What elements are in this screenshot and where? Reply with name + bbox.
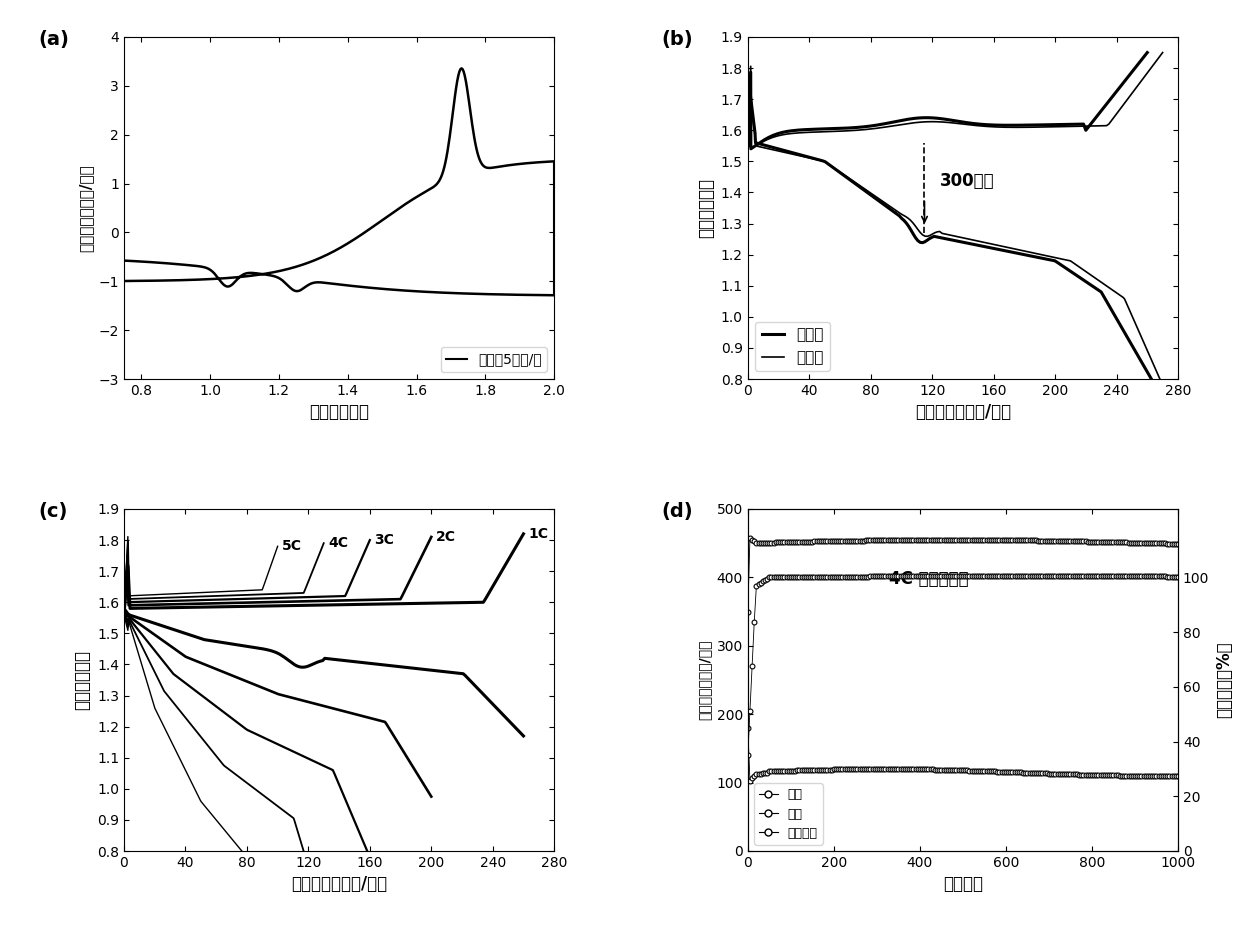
Text: 300毫伏: 300毫伏 [940,172,994,191]
X-axis label: 电位（伏特）: 电位（伏特） [309,403,370,422]
Text: 3C: 3C [374,533,394,547]
Y-axis label: 库伦效率（%）: 库伦效率（%） [1215,642,1233,719]
Y-axis label: 电压（伏特）: 电压（伏特） [73,650,92,710]
Text: (a): (a) [38,31,69,49]
Legend: 第一圈, 第二圈: 第一圈, 第二圈 [755,322,830,371]
X-axis label: 比容量（毫安时/克）: 比容量（毫安时/克） [915,403,1011,422]
Legend: 充电, 放电, 库伦效率: 充电, 放电, 库伦效率 [754,783,823,845]
Y-axis label: 电压（伏特）: 电压（伏特） [697,178,715,238]
Text: 4C: 4C [329,536,348,550]
Text: 1C: 1C [528,527,548,541]
Y-axis label: 电流密度（毫安/秒）: 电流密度（毫安/秒） [78,164,93,252]
X-axis label: 比容量（毫安时/克）: 比容量（毫安时/克） [291,875,387,894]
Text: 2C: 2C [436,530,456,544]
Text: (b): (b) [662,31,693,49]
Legend: 扫速：5毫伏/秒: 扫速：5毫伏/秒 [440,347,547,372]
Text: (d): (d) [662,502,693,521]
Text: 4C 倍率充放电: 4C 倍率充放电 [889,570,968,588]
Text: (c): (c) [38,502,67,521]
Y-axis label: 比容量（毫安时/克）: 比容量（毫安时/克） [697,640,711,721]
X-axis label: 循环次数: 循环次数 [942,875,983,894]
Text: 5C: 5C [283,539,303,553]
